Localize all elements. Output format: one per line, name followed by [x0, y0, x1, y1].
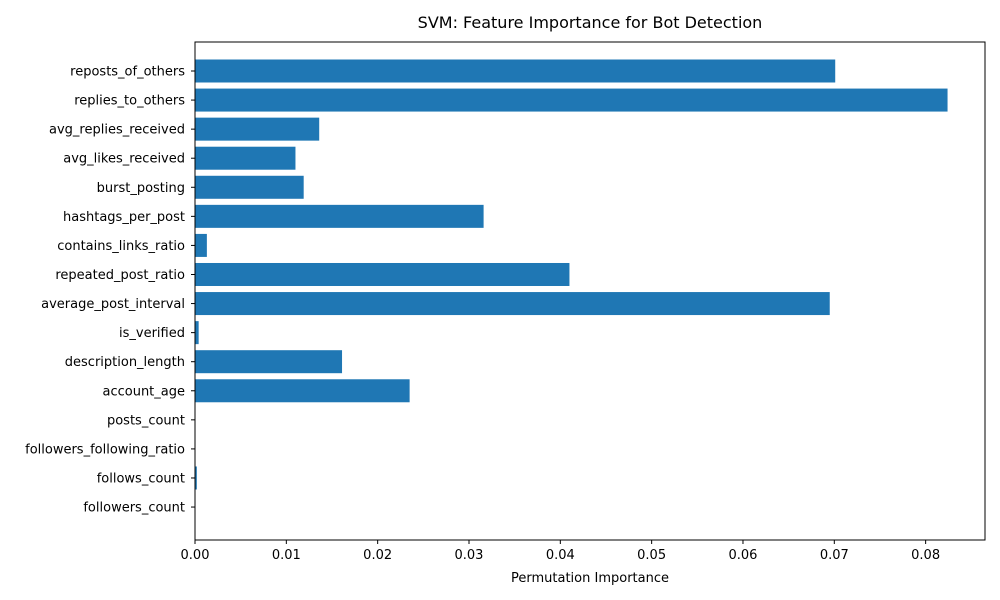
x-axis-label: Permutation Importance — [511, 571, 669, 586]
x-tick-label: 0.04 — [546, 548, 575, 563]
y-tick-label: posts_count — [107, 413, 185, 428]
bar-avg-likes-received — [195, 146, 296, 170]
y-tick-label: contains_links_ratio — [57, 239, 185, 254]
y-tick-label: burst_posting — [97, 181, 185, 196]
y-tick-label: description_length — [65, 355, 185, 370]
x-tick-label: 0.00 — [181, 548, 210, 563]
x-ticks: 0.00 0.01 0.02 0.03 0.04 0.05 0.06 0.07 0.08 — [181, 540, 940, 563]
bar-account-age — [195, 379, 410, 403]
bar-burst-posting — [195, 175, 304, 199]
y-tick-label: average_post_interval — [41, 297, 185, 312]
y-tick-label: account_age — [102, 384, 185, 399]
y-tick-label: avg_replies_received — [49, 123, 185, 138]
chart-title: SVM: Feature Importance for Bot Detectio… — [418, 13, 763, 32]
x-tick-label: 0.07 — [820, 548, 849, 563]
y-tick-label: replies_to_others — [74, 94, 185, 109]
x-tick-label: 0.05 — [637, 548, 666, 563]
y-tick-label: avg_likes_received — [63, 152, 185, 167]
bar-repeated-post-ratio — [195, 262, 570, 286]
y-tick-label: is_verified — [119, 326, 185, 341]
y-tick-label: hashtags_per_post — [63, 210, 185, 225]
bar-reposts-of-others — [195, 59, 836, 83]
y-tick-label: followers_following_ratio — [25, 442, 185, 457]
y-tick-label: followers_count — [83, 501, 185, 516]
bar-description-length — [195, 350, 343, 374]
bar-contains-links-ratio — [195, 233, 207, 257]
y-tick-label: follows_count — [97, 471, 185, 486]
bar-hashtags-per-post — [195, 204, 484, 228]
bar-is-verified — [195, 321, 199, 345]
plot-frame — [194, 41, 986, 541]
bar-follows-count — [195, 466, 197, 490]
bars-group — [195, 59, 948, 490]
x-tick-label: 0.02 — [363, 548, 392, 563]
bar-average-post-interval — [195, 292, 830, 316]
bar-avg-replies-received — [195, 117, 320, 141]
y-tick-label: reposts_of_others — [70, 65, 185, 80]
y-tick-label: repeated_post_ratio — [55, 268, 185, 283]
y-tick-labels: reposts_of_others replies_to_others avg_re… — [25, 65, 195, 516]
x-tick-label: 0.06 — [729, 548, 758, 563]
x-tick-label: 0.08 — [911, 548, 940, 563]
bar-replies-to-others — [195, 88, 948, 112]
x-tick-label: 0.03 — [455, 548, 484, 563]
x-tick-label: 0.01 — [272, 548, 301, 563]
